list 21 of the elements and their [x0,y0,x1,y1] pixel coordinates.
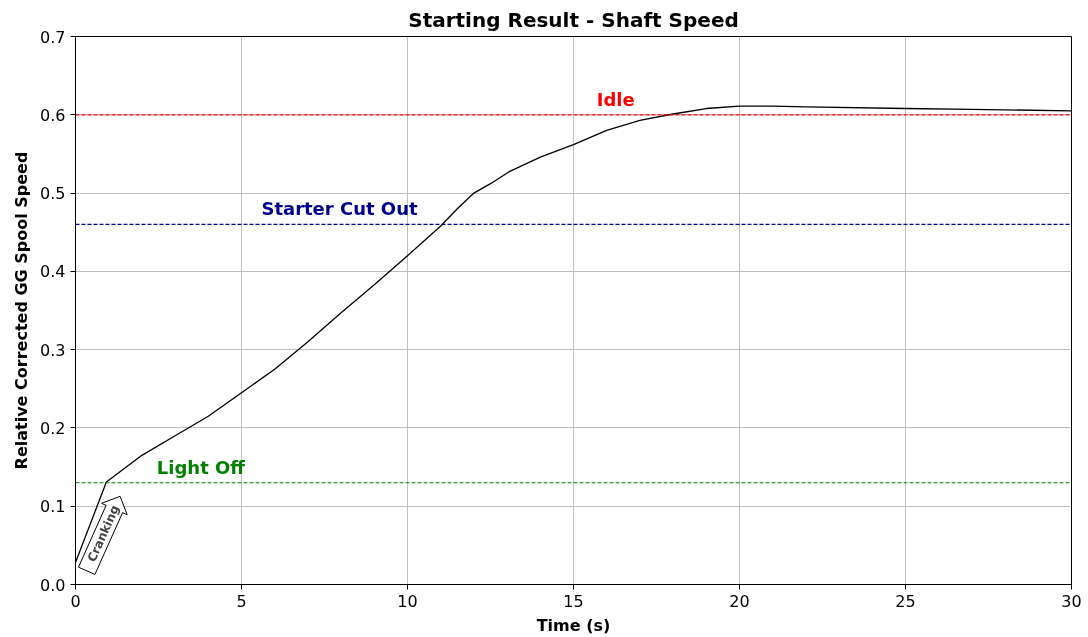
x-tick-label: 30 [1061,591,1082,611]
x-tick-label: 10 [397,591,418,611]
y-axis-title: Relative Corrected GG Spool Speed [12,151,32,470]
y-tick-label: 0.3 [40,340,66,360]
x-tick-label: 0 [70,591,81,611]
y-tick-label: 0.5 [40,184,66,204]
x-tick-label: 15 [563,591,584,611]
x-tick-label: 25 [895,591,916,611]
chart-title: Starting Result - Shaft Speed [408,7,739,32]
y-tick-label: 0.1 [40,497,66,517]
annotation: Idle [596,88,635,110]
annotation: Starter Cut Out [261,198,418,220]
x-axis-title: Time (s) [536,615,611,635]
y-tick-label: 0.2 [40,418,66,438]
y-tick-label: 0.4 [40,262,66,282]
annotation: Light Off [156,456,246,478]
y-tick-label: 0.7 [40,27,66,47]
x-tick-label: 20 [729,591,750,611]
y-tick-label: 0.6 [40,105,66,125]
x-tick-label: 5 [236,591,247,611]
y-tick-label: 0.0 [40,575,66,595]
